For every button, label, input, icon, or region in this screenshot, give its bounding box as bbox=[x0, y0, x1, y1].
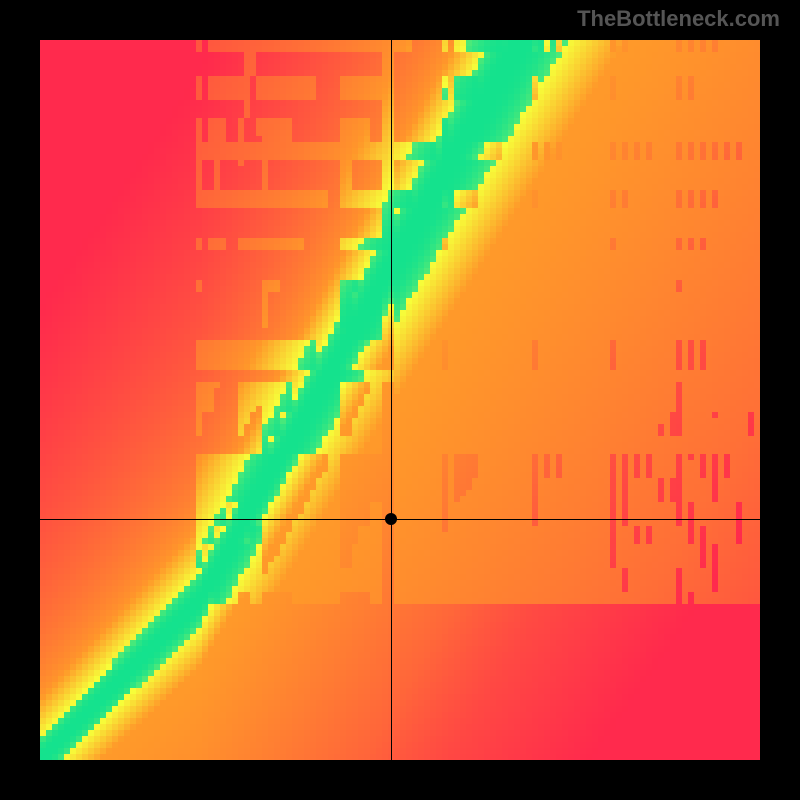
crosshair-horizontal bbox=[40, 519, 760, 520]
heatmap-canvas bbox=[40, 40, 760, 760]
crosshair-vertical bbox=[391, 40, 392, 760]
crosshair-dot bbox=[385, 513, 397, 525]
watermark-text: TheBottleneck.com bbox=[577, 6, 780, 32]
heatmap-plot bbox=[40, 40, 760, 760]
